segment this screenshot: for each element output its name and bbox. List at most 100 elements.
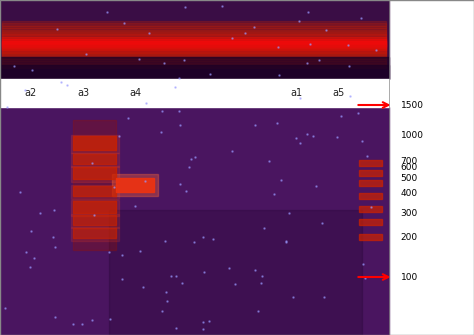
Point [88,160,96,166]
Point [357,15,365,21]
Point [206,71,214,76]
Point [17,190,24,195]
Bar [2,43,386,48]
Text: 700: 700 [401,156,418,165]
Point [141,179,149,184]
Point [323,27,330,33]
Bar [359,219,382,225]
Bar [359,193,382,199]
Bar [2,59,386,64]
Point [367,205,374,210]
Bar [0,0,389,79]
Bar [112,174,158,196]
Bar [2,28,386,33]
Point [110,184,118,189]
Bar [71,227,118,241]
Bar [73,136,116,150]
Bar [2,54,386,59]
Point [359,261,367,267]
Point [160,61,168,66]
Bar [0,65,389,79]
Bar [0,107,389,335]
Bar [2,23,386,28]
Bar [73,120,116,250]
Point [1,306,9,311]
Text: a5: a5 [333,88,345,98]
Bar [2,21,386,26]
Point [361,275,369,280]
Point [51,208,58,213]
Point [173,326,180,331]
Point [320,294,328,299]
Point [372,48,379,53]
Point [30,255,37,261]
Point [319,220,326,225]
Bar [73,228,116,238]
Point [82,52,90,57]
Point [173,274,180,279]
Point [251,267,258,273]
Point [250,25,258,30]
Point [242,30,249,36]
Point [191,154,199,159]
Point [106,316,113,321]
Point [27,228,35,233]
Point [345,43,352,48]
Point [50,234,57,239]
Bar [2,52,386,57]
Point [64,82,71,87]
Point [200,326,207,332]
Point [161,238,169,243]
Point [10,64,18,69]
Point [4,104,11,110]
Point [106,250,113,255]
Point [182,4,189,10]
Point [191,239,198,244]
Point [69,321,77,327]
Point [337,114,345,119]
Point [309,133,317,139]
Point [315,57,323,63]
Point [231,281,239,286]
Point [124,116,132,121]
Bar [2,32,386,37]
Text: a3: a3 [77,88,89,98]
Point [292,135,300,140]
Point [282,240,290,245]
Point [251,123,258,128]
Point [295,18,302,24]
Text: 600: 600 [401,163,418,173]
Point [363,153,371,159]
Point [209,237,217,242]
Point [200,269,207,275]
Point [21,87,29,92]
Point [275,72,283,77]
Point [52,314,59,320]
Point [120,20,128,25]
Text: 1000: 1000 [401,132,424,140]
Bar [109,210,362,335]
Bar [2,35,386,40]
Point [180,57,188,62]
Point [228,148,236,154]
Bar [2,50,386,55]
Text: 400: 400 [401,190,418,199]
Point [118,253,126,258]
Point [270,192,278,197]
Text: 200: 200 [401,232,418,242]
Text: a4: a4 [129,88,141,98]
Point [303,60,310,66]
Point [28,67,36,73]
Point [199,319,207,324]
Bar [359,180,382,186]
Bar [116,178,154,192]
Text: 500: 500 [401,174,418,183]
Point [146,30,153,36]
Point [187,157,195,162]
Point [289,294,297,300]
Point [88,317,96,323]
Point [158,309,166,314]
Bar [71,185,118,199]
Point [346,93,354,98]
Point [137,248,144,254]
